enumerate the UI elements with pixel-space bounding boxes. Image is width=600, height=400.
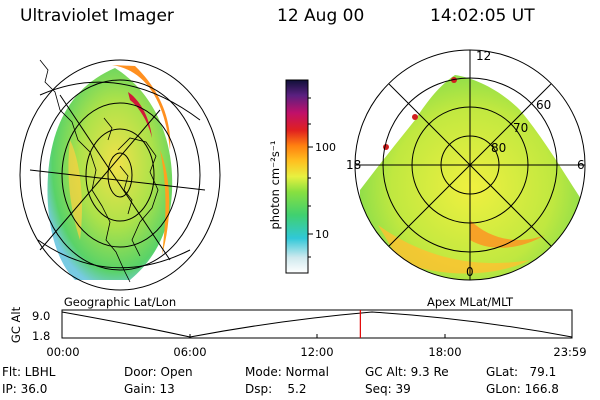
ip-readout: IP: 36.0: [2, 382, 48, 396]
glon-readout: GLon: 166.8: [486, 382, 559, 396]
colorbar: [285, 79, 309, 274]
colorbar-unit-label: photon cm⁻²s⁻¹: [268, 141, 282, 230]
mlt-label-6: 6: [577, 158, 585, 172]
geographic-grid: [19, 59, 221, 291]
geographic-image: [47, 65, 173, 280]
glat-readout: GLat: 79.1: [486, 365, 557, 379]
observation-time: 14:02:05 UT: [430, 6, 535, 26]
filter-readout: Flt: LBHL: [2, 365, 56, 379]
mlat-label-80: 80: [491, 141, 506, 155]
altitude-xticks: [189, 334, 446, 338]
coastline-outline: [39, 59, 159, 283]
colorbar-tick-10: 10: [315, 228, 329, 241]
observation-date: 12 Aug 00: [277, 6, 365, 26]
instrument-title: Ultraviolet Imager: [20, 6, 174, 26]
gain-readout: Gain: 13: [124, 382, 175, 396]
geographic-label: Geographic Lat/Lon: [64, 295, 176, 309]
mlt-label-12: 12: [476, 49, 491, 63]
polar-image: [360, 75, 585, 280]
mlat-label-70: 70: [513, 121, 528, 135]
sequence-readout: Seq: 39: [365, 382, 411, 396]
polar-label: Apex MLat/MLT: [427, 295, 514, 309]
colorbar-tick-100: 100: [315, 141, 336, 154]
colorbar-ticks: [308, 97, 313, 258]
altitude-xtick-1200: 12:00: [300, 345, 333, 359]
altitude-xtick-0600: 06:00: [173, 345, 206, 359]
gc-altitude-readout: GC Alt: 9.3 Re: [365, 365, 449, 379]
altitude-ylabel: GC Alt: [9, 306, 23, 343]
altitude-curve: [61, 311, 573, 338]
polar-grid: [354, 49, 586, 281]
altitude-ytick-bottom: 1.8: [32, 329, 50, 343]
altitude-xtick-1800: 18:00: [428, 345, 461, 359]
dsp-readout: Dsp: 5.2: [245, 382, 307, 396]
mode-readout: Mode: Normal: [245, 365, 329, 379]
mlt-label-0: 0: [466, 265, 474, 279]
altitude-ytick-top: 9.0: [32, 309, 50, 323]
altitude-xtick-2359: 23:59: [553, 345, 586, 359]
mlat-label-60: 60: [536, 98, 551, 112]
altitude-xtick-0000: 00:00: [46, 345, 79, 359]
mlt-label-18: 18: [346, 158, 361, 172]
door-readout: Door: Open: [124, 365, 193, 379]
